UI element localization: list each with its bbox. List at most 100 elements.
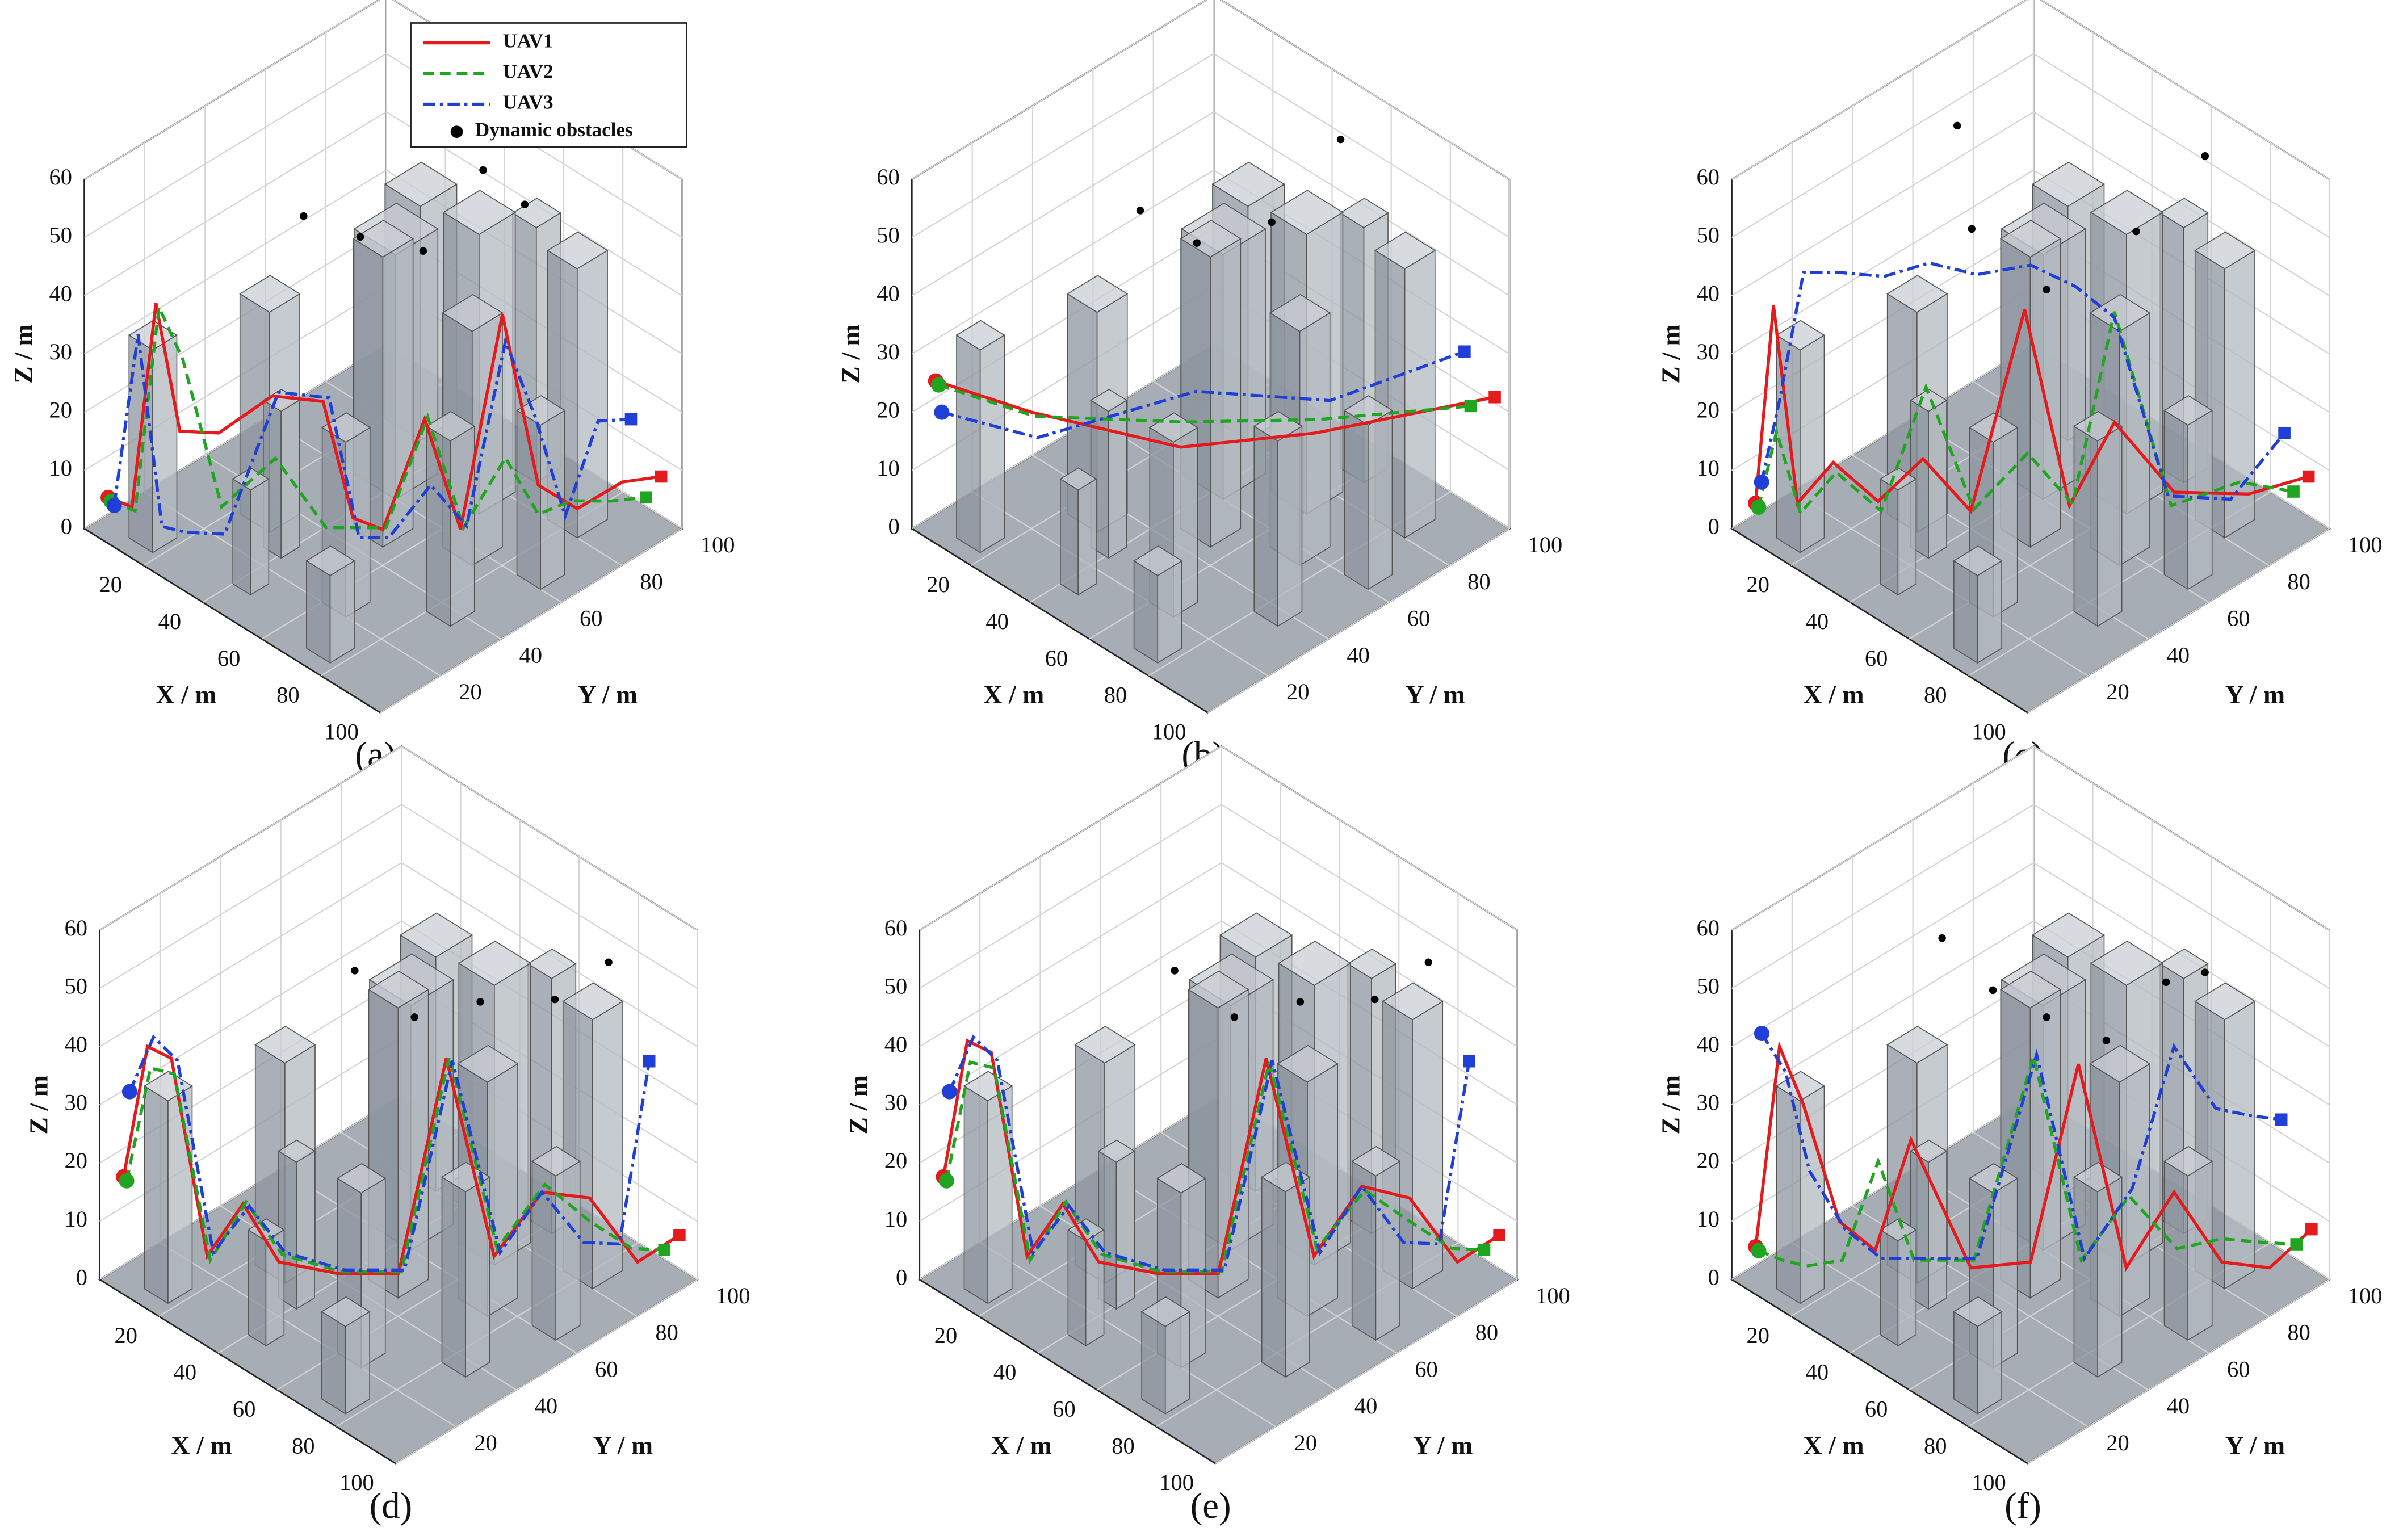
x-axis-label: X / m	[991, 1431, 1052, 1460]
grid-line	[1207, 179, 1511, 714]
z-tick-label: 30	[1696, 339, 1719, 364]
x-tick-label: 40	[1806, 1359, 1829, 1385]
y-tick-label: 40	[1347, 642, 1369, 668]
building	[442, 294, 504, 332]
building	[515, 395, 566, 426]
z-tick-label: 0	[1708, 514, 1720, 539]
x-tick-label: 100	[339, 1470, 374, 1495]
building	[1067, 1229, 1087, 1347]
building	[555, 1160, 581, 1341]
building	[531, 1160, 556, 1341]
dynamic-obstacle	[1136, 207, 1144, 215]
building	[1886, 275, 1948, 313]
building	[2090, 190, 2164, 235]
z-tick-label: 10	[1696, 455, 1719, 481]
building	[306, 560, 331, 664]
building	[352, 220, 414, 258]
dynamic-obstacle	[2102, 1037, 2111, 1044]
dynamic-obstacle	[410, 1013, 418, 1021]
building	[2159, 949, 2209, 979]
z-tick-label: 10	[1696, 1206, 1719, 1232]
building	[2090, 941, 2164, 986]
building	[1164, 1311, 1190, 1415]
z-tick-label: 50	[1696, 223, 1719, 248]
z-axis-label: Z / m	[24, 1075, 53, 1135]
dynamic-obstacle	[521, 200, 529, 208]
building	[367, 970, 430, 1009]
y-tick-label: 20	[1286, 679, 1309, 704]
goal-point	[1464, 400, 1477, 413]
building	[1156, 1163, 1206, 1194]
z-tick-label: 50	[877, 223, 899, 248]
z-tick-label: 40	[49, 280, 72, 306]
panel-label: (f)	[2004, 1486, 2041, 1526]
x-tick-label: 60	[1052, 1396, 1075, 1422]
dynamic-obstacle	[1370, 995, 1379, 1004]
dynamic-obstacle	[2201, 968, 2209, 976]
building	[278, 1139, 316, 1163]
z-axis-label: Z / m	[1656, 324, 1685, 384]
y-tick-label: 40	[2167, 642, 2190, 668]
building	[425, 411, 476, 442]
building	[1775, 320, 1825, 351]
building	[2089, 294, 2151, 332]
building	[2031, 912, 2106, 958]
start-point	[931, 377, 947, 393]
z-tick-label: 60	[884, 915, 907, 941]
x-tick-label: 20	[934, 1323, 957, 1348]
building	[442, 190, 517, 235]
y-tick-label: 100	[2348, 532, 2383, 557]
building	[547, 231, 609, 270]
goal-point	[1493, 1229, 1505, 1241]
start-point	[121, 1084, 137, 1100]
building	[426, 425, 451, 627]
y-tick-label: 100	[2348, 1283, 2383, 1308]
dynamic-obstacle	[2201, 152, 2209, 160]
x-tick-label: 100	[1972, 719, 2006, 744]
building	[2029, 988, 2061, 1299]
building	[1351, 1145, 1401, 1177]
building	[305, 545, 355, 576]
z-tick-label: 50	[49, 223, 72, 248]
dynamic-obstacle	[2162, 978, 2170, 987]
z-tick-label: 40	[884, 1031, 907, 1057]
goal-point	[624, 413, 638, 426]
building	[1897, 478, 1917, 596]
z-axis-label: Z / m	[1656, 1075, 1685, 1135]
x-tick-label: 80	[276, 682, 299, 708]
z-tick-label: 10	[64, 1206, 87, 1232]
building	[143, 1071, 194, 1102]
x-tick-label: 20	[1746, 572, 1769, 597]
x-axis-label: X / m	[171, 1431, 232, 1460]
building	[2194, 982, 2256, 1021]
building	[1343, 395, 1393, 426]
start-point	[1754, 1026, 1769, 1042]
building	[1253, 425, 1278, 627]
trajectory	[1754, 1040, 2313, 1272]
x-tick-label: 40	[174, 1359, 196, 1385]
dynamic-obstacle	[476, 998, 484, 1006]
z-tick-label: 30	[877, 339, 899, 364]
y-tick-label: 20	[2106, 679, 2129, 704]
dynamic-obstacle	[479, 166, 487, 174]
building	[1412, 1000, 1444, 1290]
start-point	[1751, 1243, 1767, 1258]
grid-line	[1731, 0, 2330, 180]
building	[457, 1044, 519, 1083]
building	[2097, 425, 2123, 627]
building	[399, 912, 473, 958]
dynamic-obstacle	[1953, 121, 1961, 130]
building	[1344, 409, 1369, 590]
building	[1277, 1044, 1339, 1083]
goal-point	[2305, 1223, 2318, 1236]
x-axis-label: X / m	[1804, 1431, 1864, 1460]
building	[1059, 467, 1097, 491]
building	[1277, 425, 1303, 627]
building	[2163, 1160, 2188, 1341]
y-tick-label: 40	[519, 642, 542, 668]
y-tick-label: 100	[1536, 1283, 1570, 1308]
building	[2031, 161, 2106, 207]
building	[1148, 412, 1199, 443]
x-tick-label: 20	[99, 572, 121, 597]
